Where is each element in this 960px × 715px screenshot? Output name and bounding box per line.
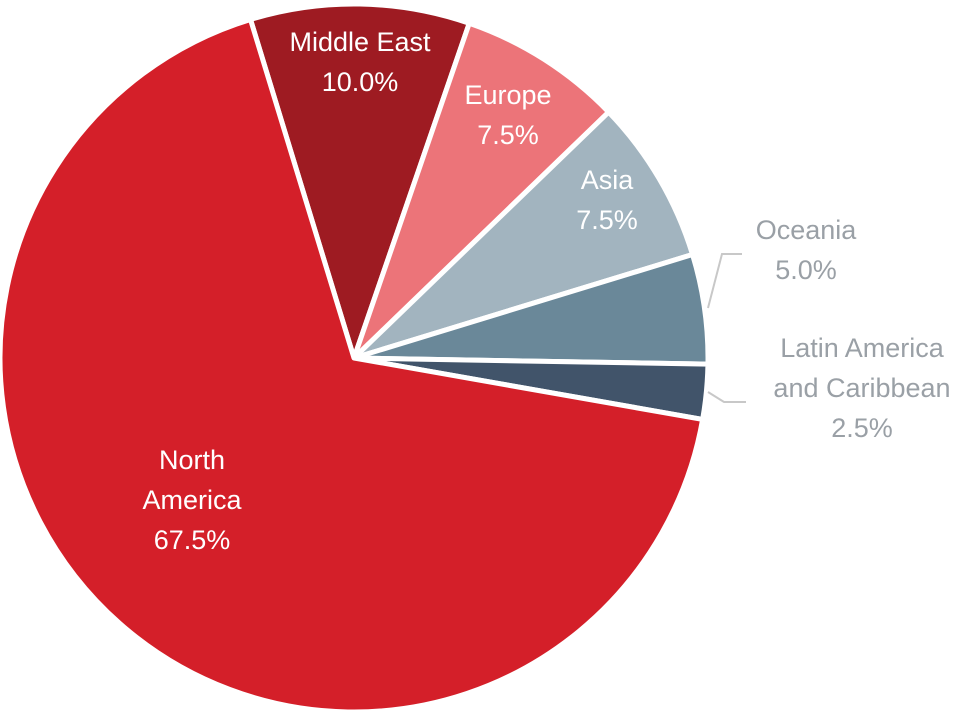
value-label-north-america: 67.5%	[154, 525, 231, 555]
leader-line-oceania	[707, 253, 742, 309]
label-north-america: North America 67.5%	[142, 445, 242, 555]
value-label-europe: 7.5%	[477, 120, 539, 150]
label-middle-east: Middle East 10.0%	[289, 27, 431, 97]
value-label-oceania: 5.0%	[775, 255, 837, 285]
label-europe: Europe 7.5%	[464, 80, 551, 150]
category-label-middle-east: Middle East	[289, 27, 431, 57]
category-label-asia: Asia	[581, 165, 635, 195]
category-label-north-america: America	[142, 485, 242, 515]
category-label-north-america: North	[159, 445, 225, 475]
leader-lines	[707, 253, 746, 403]
category-label-europe: Europe	[464, 80, 551, 110]
label-oceania: Oceania 5.0%	[756, 215, 858, 285]
value-label-middle-east: 10.0%	[322, 67, 399, 97]
slice-labels: Middle East 10.0% Europe 7.5% Asia 7.5% Oceani…	[142, 27, 950, 555]
leader-line-latin-america-and-caribbean	[707, 391, 746, 403]
value-label-latin-america-and-caribbean: 2.5%	[831, 413, 893, 443]
slice-middle-east	[248, 1, 472, 361]
slice-north-america	[0, 16, 706, 715]
category-label-latin-america-and-caribbean: Latin America	[780, 333, 945, 363]
category-label-latin-america-and-caribbean: and Caribbean	[773, 373, 950, 403]
slice-asia	[351, 109, 696, 361]
pie-slices	[0, 1, 711, 715]
value-label-asia: 7.5%	[576, 205, 638, 235]
label-asia: Asia 7.5%	[576, 165, 638, 235]
slice-europe	[351, 20, 612, 361]
category-label-oceania: Oceania	[756, 215, 858, 245]
label-latin-america-and-caribbean: Latin America and Caribbean 2.5%	[773, 333, 950, 443]
